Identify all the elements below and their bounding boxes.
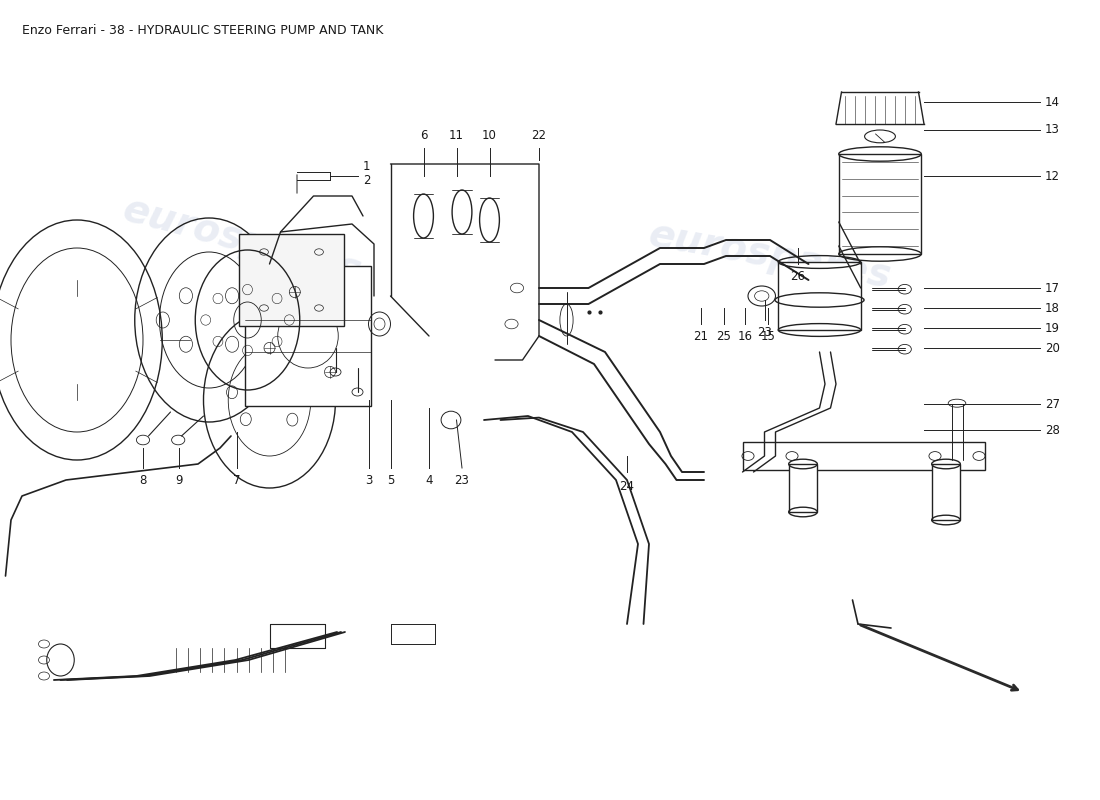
Text: 14: 14	[1045, 96, 1060, 109]
Text: 1: 1	[363, 160, 371, 173]
FancyBboxPatch shape	[742, 442, 984, 470]
Text: 4: 4	[426, 474, 432, 487]
Text: 8: 8	[140, 474, 146, 487]
Text: 20: 20	[1045, 342, 1060, 354]
FancyBboxPatch shape	[779, 262, 860, 330]
FancyBboxPatch shape	[240, 234, 343, 326]
Text: 6: 6	[420, 129, 427, 142]
Text: 3: 3	[365, 474, 372, 487]
Text: 27: 27	[1045, 398, 1060, 410]
Text: 5: 5	[387, 474, 394, 487]
Text: 11: 11	[449, 129, 464, 142]
FancyBboxPatch shape	[245, 266, 372, 406]
Text: 28: 28	[1045, 424, 1060, 437]
Text: 18: 18	[1045, 302, 1060, 314]
Text: 17: 17	[1045, 282, 1060, 294]
FancyBboxPatch shape	[932, 464, 960, 520]
Text: 21: 21	[693, 330, 708, 343]
Text: 23: 23	[454, 474, 470, 487]
FancyBboxPatch shape	[789, 464, 817, 512]
Text: 9: 9	[176, 474, 183, 487]
Text: Enzo Ferrari - 38 - HYDRAULIC STEERING PUMP AND TANK: Enzo Ferrari - 38 - HYDRAULIC STEERING P…	[22, 24, 384, 37]
Text: 23: 23	[757, 326, 772, 339]
Text: 2: 2	[363, 174, 371, 186]
Text: 12: 12	[1045, 170, 1060, 182]
Text: 16: 16	[737, 330, 752, 343]
Text: eurospares: eurospares	[119, 190, 365, 290]
Text: 13: 13	[1045, 123, 1060, 136]
Text: 10: 10	[482, 129, 497, 142]
Text: 26: 26	[790, 270, 805, 283]
Text: eurospares: eurospares	[646, 216, 894, 296]
Text: 22: 22	[531, 129, 547, 142]
Text: 24: 24	[619, 480, 635, 493]
FancyBboxPatch shape	[839, 154, 922, 254]
Text: 7: 7	[233, 474, 240, 487]
Text: 15: 15	[760, 330, 775, 343]
Text: 25: 25	[716, 330, 732, 343]
Text: 19: 19	[1045, 322, 1060, 334]
